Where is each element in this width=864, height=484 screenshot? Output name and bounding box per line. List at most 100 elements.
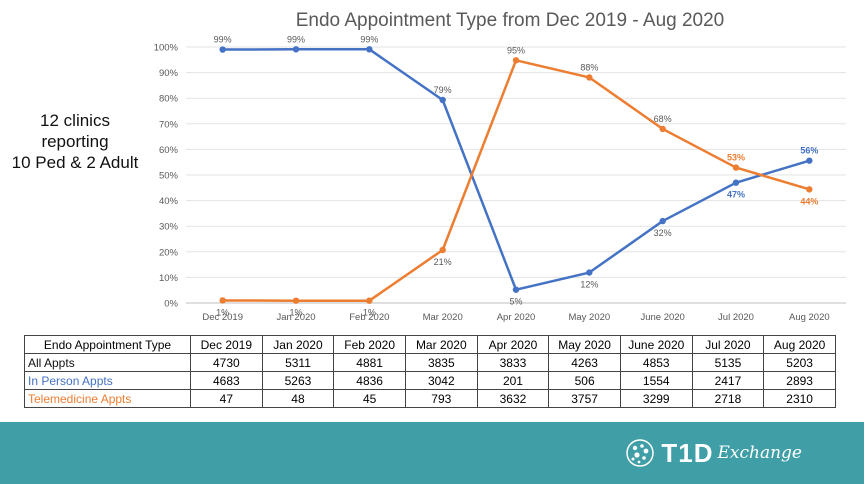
x-tick-label: May 2020 bbox=[568, 312, 610, 323]
series-2-data-label: 1% bbox=[289, 308, 302, 318]
series-1-point bbox=[659, 217, 666, 225]
x-tick-label: Feb 2020 bbox=[349, 312, 389, 323]
table-cell: 793 bbox=[404, 389, 478, 408]
series-2-data-label: 21% bbox=[434, 257, 452, 267]
series-2-data-label: 95% bbox=[507, 45, 525, 55]
series-2-data-label: 88% bbox=[580, 62, 598, 72]
table-cell: 3833 bbox=[476, 353, 550, 372]
y-tick-label: 70% bbox=[159, 119, 179, 130]
logo-text: T1D bbox=[661, 437, 714, 468]
table-header-month: Jan 2020 bbox=[261, 335, 335, 354]
series-2-data-label: 1% bbox=[363, 308, 376, 318]
table-cell: 4853 bbox=[619, 353, 693, 372]
table-cell: 2310 bbox=[763, 389, 836, 408]
x-tick-label: Aug 2020 bbox=[789, 312, 830, 323]
series-2-data-label: 1% bbox=[216, 307, 229, 317]
y-tick-label: 0% bbox=[164, 299, 178, 310]
y-tick-label: 40% bbox=[159, 196, 179, 207]
table-cell: 2417 bbox=[691, 371, 765, 390]
series-2-point bbox=[219, 297, 226, 304]
table-cell: 2893 bbox=[763, 371, 836, 390]
series-2-data-label: 53% bbox=[727, 153, 745, 163]
appointments-table: Endo Appointment Type Dec 2019 Jan 2020 Feb… bbox=[24, 335, 836, 408]
table-row: All Appts 4730 5311 4881 3835 3833 4263 4853 513… bbox=[24, 353, 836, 372]
series-1-data-label: 12% bbox=[580, 280, 598, 290]
series-line-1 bbox=[222, 48, 810, 291]
y-tick-label: 20% bbox=[159, 247, 179, 258]
table-header-month: Dec 2019 bbox=[190, 335, 263, 354]
series-2-point bbox=[512, 57, 520, 64]
series-1-point bbox=[439, 96, 446, 104]
series-1-data-label: 56% bbox=[800, 146, 818, 156]
table-row-label: Telemedicine Appts bbox=[24, 389, 191, 408]
table-cell: 4881 bbox=[333, 353, 406, 372]
table-cell: 5135 bbox=[691, 353, 765, 372]
series-1-point bbox=[219, 46, 226, 53]
side-note: 12 clinics reporting 10 Ped & 2 Adult bbox=[0, 110, 150, 173]
table-header-row: Endo Appointment Type Dec 2019 Jan 2020 Feb… bbox=[24, 335, 836, 354]
series-1-data-label: 32% bbox=[654, 228, 672, 238]
table-cell: 5203 bbox=[763, 353, 836, 372]
table-cell: 1554 bbox=[619, 371, 693, 390]
table-header-month: Jul 2020 bbox=[691, 335, 765, 354]
series-2-point bbox=[732, 164, 740, 171]
table-row-label: All Appts bbox=[24, 353, 191, 372]
x-tick-label: Jan 2020 bbox=[276, 312, 315, 323]
series-2-point bbox=[366, 297, 373, 304]
table-row-label: In Person Appts bbox=[24, 371, 191, 390]
series-1-data-label: 47% bbox=[727, 190, 745, 200]
series-1-point bbox=[732, 179, 740, 186]
y-tick-label: 10% bbox=[159, 273, 179, 284]
series-1-data-label: 5% bbox=[509, 297, 522, 307]
series-line-2 bbox=[222, 59, 810, 302]
table-cell: 3835 bbox=[404, 353, 478, 372]
x-tick-label: Dec 2019 bbox=[202, 312, 243, 323]
table-header-month: May 2020 bbox=[548, 335, 621, 354]
series-1-data-label: 79% bbox=[434, 85, 452, 95]
y-tick-label: 90% bbox=[159, 68, 179, 79]
table-cell: 45 bbox=[333, 389, 406, 408]
y-tick-label: 30% bbox=[159, 222, 179, 233]
table-header-month: Mar 2020 bbox=[404, 335, 478, 354]
table-cell: 48 bbox=[261, 389, 335, 408]
series-2-point bbox=[659, 125, 666, 133]
y-tick-label: 60% bbox=[159, 145, 179, 156]
table-cell: 201 bbox=[476, 371, 550, 390]
side-note-line-3: 10 Ped & 2 Adult bbox=[11, 153, 139, 172]
table-header-month: Aug 2020 bbox=[763, 335, 836, 354]
table-cell: 506 bbox=[548, 371, 621, 390]
table-header-month: June 2020 bbox=[619, 335, 693, 354]
side-note-line-2: reporting bbox=[41, 132, 109, 151]
x-tick-label: Jul 2020 bbox=[718, 312, 754, 323]
table-row: In Person Appts 4683 5263 4836 3042 201 506 155… bbox=[24, 371, 836, 390]
table-header-month: Feb 2020 bbox=[333, 335, 406, 354]
series-1-data-label: 99% bbox=[360, 34, 378, 44]
table-cell: 2718 bbox=[691, 389, 765, 408]
table-cell: 3042 bbox=[404, 371, 478, 390]
series-1-point bbox=[366, 46, 373, 53]
y-tick-label: 100% bbox=[154, 43, 179, 54]
side-note-line-1: 12 clinics bbox=[40, 111, 110, 130]
y-tick-label: 80% bbox=[159, 94, 179, 105]
series-2-point bbox=[439, 246, 446, 254]
series-1-data-label: 99% bbox=[214, 35, 232, 45]
series-2-point bbox=[292, 297, 300, 304]
logo-script-text: Exchange bbox=[717, 443, 803, 463]
x-tick-label: Mar 2020 bbox=[423, 312, 463, 323]
series-1-point bbox=[586, 269, 593, 276]
y-tick-label: 50% bbox=[159, 171, 179, 182]
table-row: Telemedicine Appts 47 48 45 793 3632 3757 3299 2… bbox=[24, 389, 836, 408]
table-cell: 5263 bbox=[261, 371, 335, 390]
table-cell: 4836 bbox=[333, 371, 406, 390]
series-2-data-label: 68% bbox=[654, 114, 672, 124]
table-cell: 47 bbox=[190, 389, 263, 408]
table-cell: 4730 bbox=[190, 353, 263, 372]
table-header-month: Apr 2020 bbox=[476, 335, 550, 354]
table-header-type: Endo Appointment Type bbox=[24, 335, 191, 354]
series-1-point bbox=[806, 157, 813, 164]
table-cell: 5311 bbox=[261, 353, 335, 372]
footer-band: T1D Exchange bbox=[0, 422, 864, 484]
series-2-point bbox=[586, 74, 593, 81]
series-1-point bbox=[512, 286, 520, 293]
table-cell: 4683 bbox=[190, 371, 263, 390]
